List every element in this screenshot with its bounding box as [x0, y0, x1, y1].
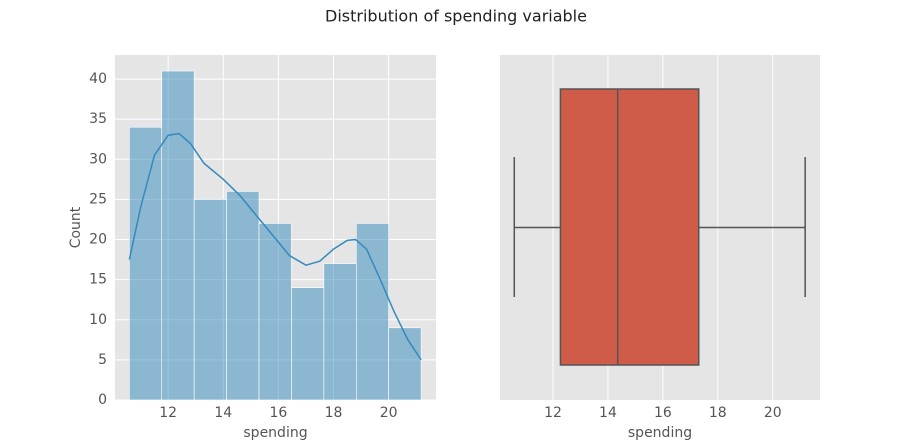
histogram-bar [355, 223, 389, 401]
x-tick-label: 14 [214, 405, 232, 421]
histogram-bar [226, 191, 260, 401]
y-tick-label: 0 [98, 392, 107, 408]
histogram-bar [323, 263, 357, 401]
figure-title: Distribution of spending variable [325, 7, 587, 26]
y-axis-label: Count [68, 206, 84, 248]
histogram-bar [388, 327, 422, 401]
box [559, 88, 700, 366]
x-tick-label: 16 [269, 405, 287, 421]
x-tick-label: 12 [159, 405, 177, 421]
histogram-bar [258, 223, 292, 401]
kde-line [128, 132, 422, 361]
x-tick-label: 16 [654, 405, 672, 421]
y-tick-label: 25 [89, 191, 107, 207]
x-tick-label: 20 [380, 405, 398, 421]
y-tick-label: 30 [89, 151, 107, 167]
x-tick-label: 14 [599, 405, 617, 421]
histogram-bar [193, 199, 227, 401]
histogram-bar [129, 126, 163, 401]
y-tick-label: 40 [89, 71, 107, 87]
x-tick-label: 20 [764, 405, 782, 421]
x-axis-label: spending [628, 425, 692, 441]
x-tick-label: 18 [709, 405, 727, 421]
x-tick-label: 18 [325, 405, 343, 421]
x-axis-label: spending [243, 425, 307, 441]
y-tick-label: 35 [89, 111, 107, 127]
x-tick-label: 12 [544, 405, 562, 421]
histogram-bar [161, 70, 195, 401]
y-tick-label: 10 [89, 312, 107, 328]
y-tick-label: 15 [89, 272, 107, 288]
histogram-bar [291, 287, 325, 401]
y-tick-label: 20 [89, 232, 107, 248]
y-tick-label: 5 [98, 352, 107, 368]
